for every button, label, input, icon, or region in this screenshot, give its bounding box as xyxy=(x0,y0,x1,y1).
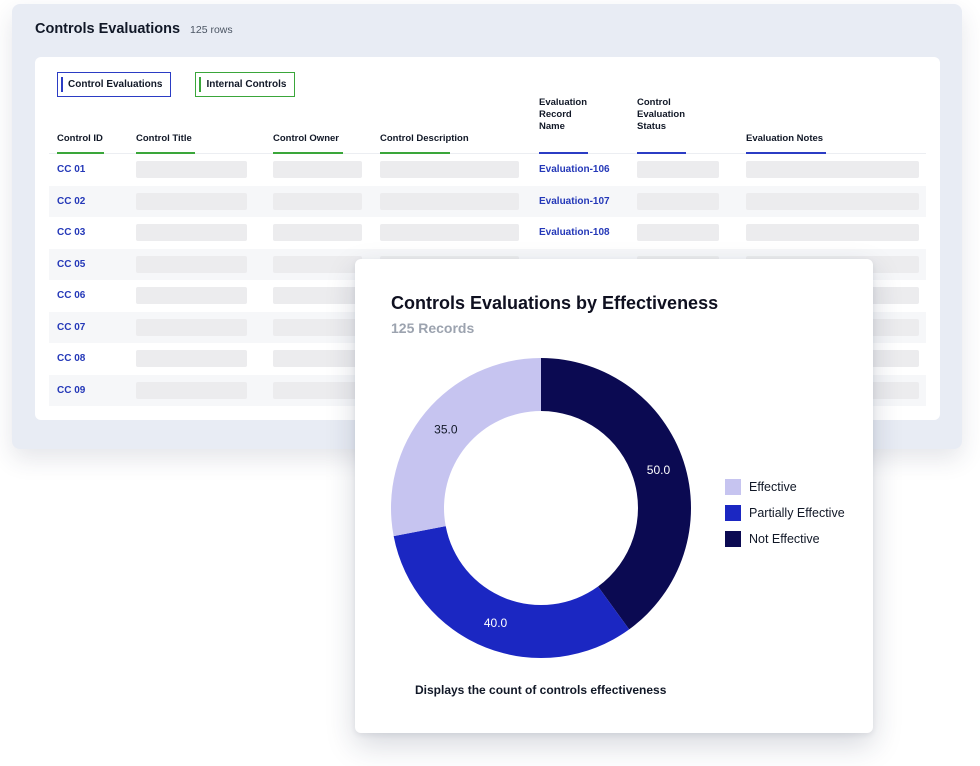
placeholder-cell xyxy=(273,350,362,368)
effectiveness-chart-card: Controls Evaluations by Effectiveness 12… xyxy=(355,259,873,733)
control-id-link[interactable]: CC 06 xyxy=(57,290,86,302)
placeholder-cell xyxy=(273,381,362,399)
column-underline xyxy=(273,152,343,154)
placeholder-cell xyxy=(273,287,362,305)
donut-slice-partially-effective[interactable] xyxy=(393,526,630,658)
column-underline xyxy=(637,152,686,154)
tab-bar: Control Evaluations Internal Controls xyxy=(57,72,296,97)
placeholder-cell xyxy=(746,224,919,242)
control-id-link[interactable]: CC 03 xyxy=(57,227,86,239)
placeholder-cell xyxy=(380,192,519,210)
donut-slice-not-effective[interactable] xyxy=(541,358,691,630)
placeholder-cell xyxy=(637,224,719,242)
chart-record-count: 125 Records xyxy=(391,320,475,336)
legend-label: Not Effective xyxy=(749,532,820,546)
column-header-control-id[interactable]: Control ID xyxy=(57,133,104,154)
control-id-link[interactable]: CC 09 xyxy=(57,384,86,396)
donut-value-label: 35.0 xyxy=(434,422,458,436)
chart-title: Controls Evaluations by Effectiveness xyxy=(391,293,719,313)
column-underline xyxy=(57,152,104,154)
placeholder-cell xyxy=(273,255,362,273)
donut-chart: 50.0 40.0 35.0 xyxy=(391,358,691,658)
evaluation-record-link[interactable]: Evaluation-108 xyxy=(539,227,610,239)
placeholder-cell xyxy=(136,381,247,399)
column-header-control-description[interactable]: Control Description xyxy=(380,133,469,154)
placeholder-cell xyxy=(136,287,247,305)
placeholder-cell xyxy=(380,161,519,179)
table-row[interactable]: CC 03 Evaluation-108 xyxy=(49,217,926,249)
column-header-evaluation-notes[interactable]: Evaluation Notes xyxy=(746,133,826,154)
placeholder-cell xyxy=(380,224,519,242)
legend-item-partially-effective[interactable]: Partially Effective xyxy=(725,500,845,526)
placeholder-cell xyxy=(136,192,247,210)
placeholder-cell xyxy=(136,350,247,368)
table-row[interactable]: CC 02 Evaluation-107 xyxy=(49,185,926,217)
placeholder-cell xyxy=(273,161,362,179)
placeholder-cell xyxy=(273,192,362,210)
column-underline xyxy=(380,152,450,154)
table-header: Control ID Control Title Control Owner C… xyxy=(49,97,926,154)
placeholder-cell xyxy=(136,224,247,242)
table-row[interactable]: CC 01 Evaluation-106 xyxy=(49,154,926,186)
control-id-link[interactable]: CC 07 xyxy=(57,321,86,333)
evaluation-record-link[interactable]: Evaluation-106 xyxy=(539,164,610,176)
placeholder-cell xyxy=(136,255,247,273)
control-id-link[interactable]: CC 08 xyxy=(57,353,86,365)
control-id-link[interactable]: CC 02 xyxy=(57,195,86,207)
column-underline xyxy=(539,152,588,154)
row-count: 125 rows xyxy=(190,24,233,36)
donut-value-label: 50.0 xyxy=(647,463,671,477)
tab-internal-controls[interactable]: Internal Controls xyxy=(195,72,296,97)
chart-legend: Effective Partially Effective Not Effect… xyxy=(725,474,845,552)
page-title: Controls Evaluations xyxy=(35,21,181,37)
chart-description: Displays the count of controls effective… xyxy=(415,683,667,697)
legend-swatch xyxy=(725,531,741,547)
column-underline xyxy=(136,152,195,154)
placeholder-cell xyxy=(273,224,362,242)
column-header-control-owner[interactable]: Control Owner xyxy=(273,133,343,154)
legend-swatch xyxy=(725,505,741,521)
column-header-control-evaluation-status[interactable]: Control Evaluation Status xyxy=(637,85,686,154)
legend-swatch xyxy=(725,479,741,495)
column-header-evaluation-record-name[interactable]: Evaluation Record Name xyxy=(539,85,588,154)
legend-item-not-effective[interactable]: Not Effective xyxy=(725,526,845,552)
tab-control-evaluations[interactable]: Control Evaluations xyxy=(57,72,172,97)
donut-value-label: 40.0 xyxy=(484,616,508,630)
legend-item-effective[interactable]: Effective xyxy=(725,474,845,500)
placeholder-cell xyxy=(273,318,362,336)
placeholder-cell xyxy=(637,161,719,179)
control-id-link[interactable]: CC 01 xyxy=(57,164,86,176)
placeholder-cell xyxy=(136,318,247,336)
column-header-control-title[interactable]: Control Title xyxy=(136,133,195,154)
placeholder-cell xyxy=(637,192,719,210)
control-id-link[interactable]: CC 05 xyxy=(57,258,86,270)
panel-header: Controls Evaluations 125 rows xyxy=(35,21,233,37)
legend-label: Effective xyxy=(749,480,797,494)
column-underline xyxy=(746,152,826,154)
donut-slice-effective[interactable] xyxy=(391,358,541,537)
placeholder-cell xyxy=(746,192,919,210)
placeholder-cell xyxy=(746,161,919,179)
legend-label: Partially Effective xyxy=(749,506,845,520)
evaluation-record-link[interactable]: Evaluation-107 xyxy=(539,195,610,207)
placeholder-cell xyxy=(136,161,247,179)
